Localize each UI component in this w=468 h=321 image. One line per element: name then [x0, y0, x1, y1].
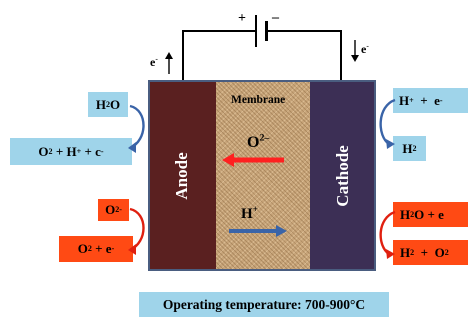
- anode-top-curve-arrow: [128, 104, 145, 153]
- anode: [148, 80, 216, 271]
- battery-long-plate: [255, 15, 257, 47]
- battery-plus-label: +: [238, 11, 246, 26]
- battery-short-plate: [265, 21, 268, 41]
- membrane-label: Membrane: [231, 94, 286, 106]
- membrane: [216, 80, 310, 271]
- cathode-label: Cathode: [333, 145, 352, 207]
- wire-top-right: [268, 30, 342, 32]
- cell-outline: [148, 80, 376, 271]
- cathode: [310, 80, 376, 271]
- electron-label-right: e-: [361, 41, 369, 56]
- wire-top-left: [182, 30, 255, 32]
- battery-minus-label: –: [272, 10, 279, 25]
- oxide-ion-label: O2–: [247, 132, 270, 151]
- cathode-bottom-curve-arrow: [379, 210, 396, 259]
- operating-temperature-label: Operating temperature: 700-900°C: [139, 292, 389, 317]
- anode-bottom-curve-arrow: [128, 207, 145, 255]
- wire-right-vertical: [340, 30, 342, 80]
- oxide-ion-left-arrow-icon: [222, 153, 284, 167]
- wire-left-vertical: [182, 30, 184, 80]
- electron-down-arrow-icon: [351, 40, 359, 62]
- proton-right-arrow-icon: [229, 225, 287, 237]
- proton-label: H+: [241, 205, 258, 222]
- anode-oxide-box: O 2-: [98, 199, 129, 221]
- cathode-top-curve-arrow: [379, 98, 396, 149]
- anode-label: Anode: [172, 152, 191, 200]
- cathode-proton-electron-box: H + + e-: [393, 88, 468, 113]
- electron-up-arrow-icon: [165, 52, 173, 74]
- electron-label-left: e-: [150, 54, 158, 69]
